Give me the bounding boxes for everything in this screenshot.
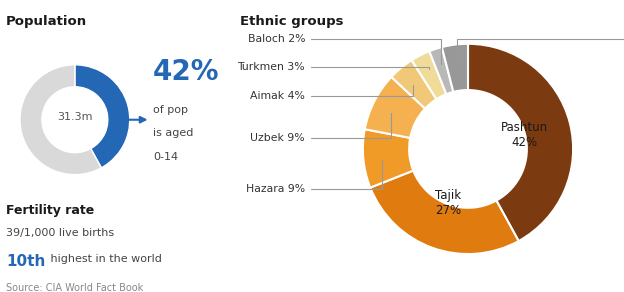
Text: 10th: 10th [6,254,46,269]
Wedge shape [363,129,413,188]
Wedge shape [412,51,446,99]
Text: is aged: is aged [153,128,193,138]
Wedge shape [20,65,101,175]
Wedge shape [429,47,454,94]
Text: Uzbek 9%: Uzbek 9% [250,112,391,143]
Wedge shape [365,77,425,138]
Wedge shape [468,44,573,241]
Wedge shape [75,65,130,168]
Text: Other 4%: Other 4% [457,34,624,61]
Text: 31.3m: 31.3m [57,112,92,122]
Text: Ethnic groups: Ethnic groups [240,15,344,28]
Text: 42%: 42% [153,58,220,86]
Text: Source: CIA World Fact Book: Source: CIA World Fact Book [6,283,144,292]
Text: of pop: of pop [153,105,188,115]
Text: Pashtun
42%: Pashtun 42% [500,121,548,149]
Text: Population: Population [6,15,87,28]
Text: Turkmen 3%: Turkmen 3% [238,62,429,72]
Text: 39/1,000 live births: 39/1,000 live births [6,228,114,238]
Text: Baloch 2%: Baloch 2% [248,34,441,64]
Text: Hazara 9%: Hazara 9% [246,160,382,194]
Wedge shape [442,44,468,92]
Text: Tajik
27%: Tajik 27% [436,189,462,217]
Text: highest in the world: highest in the world [47,254,162,264]
Wedge shape [370,171,519,254]
Text: Fertility rate: Fertility rate [6,204,94,218]
Wedge shape [391,60,436,109]
Text: Aimak 4%: Aimak 4% [250,85,413,101]
Text: 0-14: 0-14 [153,152,178,162]
